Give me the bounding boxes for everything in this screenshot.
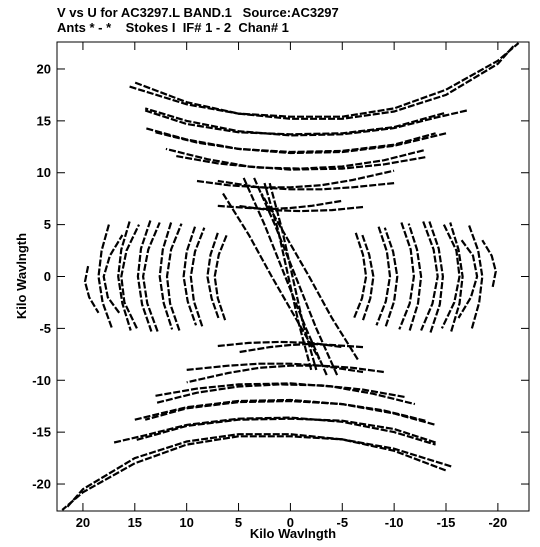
uv-track-left-4-conjugate [428,221,445,333]
uv-track-left-6-conjugate [383,227,399,327]
uv-track-right-2-conjugate [120,224,140,329]
uv-track-right-4-conjugate [165,223,183,331]
uv-track-center-diag-2 [268,182,318,371]
uv-track-center-diag-3 [222,192,321,361]
y-tick-label: 5 [44,217,51,232]
x-tick-label: -20 [488,515,507,530]
uv-track-right-3 [420,221,439,331]
y-tick-label: -20 [32,477,51,492]
uv-track-left-6 [182,226,198,326]
uv-track-upper-3 [176,148,426,170]
y-tick-label: -10 [32,373,51,388]
x-tick-label: 10 [179,515,193,530]
y-tick-label: -15 [32,425,51,440]
uv-track-right-6-conjugate [213,233,229,321]
uv-track-left-7 [206,232,220,320]
uv-track-left-1 [83,265,100,314]
uv-track-left-5-conjugate [407,223,423,331]
x-tick-label: 20 [76,515,90,530]
uv-track-right-5 [375,226,392,326]
uv-track-left-3-conjugate [449,222,464,332]
uv-track-lower-2-conjugate [144,127,447,155]
uv-track-lower-5 [217,340,343,349]
uv-track-lower-5-conjugate [238,204,364,213]
y-tick-label: -5 [39,321,51,336]
uv-track-upper-3-conjugate [155,383,405,405]
x-tick-label: 15 [128,515,142,530]
uv-track-lower-2 [134,398,436,426]
uv-track-right-6 [352,232,368,320]
uv-track-lower-1-conjugate [144,107,468,137]
uv-track-edge-upper-conjugate [61,435,452,511]
uv-track-right-3-conjugate [141,222,161,332]
uv-track-center-diag-3-conjugate [260,192,359,361]
chart-title-line2: Ants * - * Stokes I IF# 1 - 2 Chan# 1 [57,20,289,35]
chart-title-line1: V vs U for AC3297.L BAND.1 Source:AC3297 [57,5,339,20]
uv-track-lower-3 [155,382,416,406]
uv-track-lower-3-conjugate [165,147,426,171]
uv-track-right-5-conjugate [189,227,206,327]
uv-track-upper-4 [196,169,395,189]
uv-track-edge-lower [66,433,447,508]
y-tick-label: 20 [37,61,51,76]
uv-track-left-2-conjugate [467,224,484,329]
x-tick-label: -10 [385,515,404,530]
tick-labels: 20 15 10 5 0 -5 -10 -15 -20 20 15 10 5 0 -5 -10 -15 -20 [32,61,507,530]
uv-track-left-4 [136,220,153,332]
uv-track-left-1-conjugate [481,239,497,288]
x-tick-label: -5 [336,515,348,530]
uv-track-right-4 [398,222,416,330]
x-axis-label: Kilo Wavlngth [250,526,336,541]
uv-track-lower-1 [113,416,436,446]
uv-tracks [61,42,520,511]
x-tick-label: 5 [235,515,242,530]
x-tick-label: -15 [437,515,456,530]
uv-track-left-7-conjugate [360,233,375,321]
x-tick-label: 0 [287,515,294,530]
y-tick-label: 0 [44,269,51,284]
uv-track-center-diag-2-conjugate [263,182,313,371]
uv-track-right-1-conjugate [102,234,124,314]
uv-track-left-2 [97,224,114,329]
uv-track-right-1 [457,239,479,319]
uv-track-left-5 [158,222,174,330]
axis-ticks [57,42,529,511]
uv-track-upper-5-conjugate [238,342,364,354]
y-tick-label: 10 [37,165,51,180]
y-axis-label: Kilo Wavlngth [14,233,29,319]
uv-track-upper-4-conjugate [186,364,384,384]
uv-track-edge-lower-conjugate [134,45,515,120]
y-tick-label: 15 [37,113,51,128]
uv-track-right-2 [440,224,461,329]
uv-track-left-3 [117,221,132,331]
uv-track-upper-5 [217,199,343,211]
uv-track-edge-upper [129,42,520,118]
